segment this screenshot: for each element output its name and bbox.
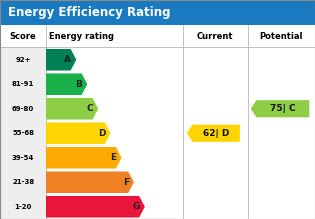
Text: Potential: Potential (259, 32, 303, 41)
Polygon shape (187, 125, 240, 142)
Text: 55-68: 55-68 (12, 130, 34, 136)
Text: Energy Efficiency Rating: Energy Efficiency Rating (8, 6, 170, 19)
Bar (248, 97, 315, 121)
Bar (0, 72, 46, 97)
Bar (248, 72, 315, 97)
Bar (248, 145, 315, 170)
Text: E: E (110, 153, 117, 162)
Text: Energy rating: Energy rating (49, 32, 114, 41)
Text: A: A (64, 55, 71, 64)
Text: Score: Score (10, 32, 37, 41)
Text: 1-20: 1-20 (14, 204, 32, 210)
Bar (0, 145, 46, 170)
Text: 62| D: 62| D (203, 129, 230, 138)
Text: D: D (98, 129, 106, 138)
Polygon shape (46, 122, 111, 144)
Text: 21-38: 21-38 (12, 179, 34, 185)
Polygon shape (46, 147, 122, 169)
Bar (0, 0, 315, 25)
Bar (0, 121, 46, 145)
Bar (248, 48, 315, 72)
Bar (0, 170, 46, 194)
Text: B: B (75, 80, 82, 89)
Bar (183, 194, 248, 219)
Bar (183, 72, 248, 97)
Bar (183, 97, 248, 121)
Text: 92+: 92+ (15, 57, 31, 63)
Text: C: C (87, 104, 93, 113)
Bar (248, 121, 315, 145)
Bar (0, 25, 315, 48)
Polygon shape (46, 73, 87, 95)
Bar (183, 145, 248, 170)
Text: 69-80: 69-80 (12, 106, 34, 112)
Text: 81-91: 81-91 (12, 81, 34, 87)
Text: F: F (123, 178, 129, 187)
Polygon shape (251, 100, 309, 117)
Polygon shape (46, 49, 76, 71)
Bar (183, 48, 248, 72)
Text: 39-54: 39-54 (12, 155, 34, 161)
Bar (248, 170, 315, 194)
Polygon shape (46, 98, 98, 120)
Bar (183, 121, 248, 145)
Bar (0, 194, 46, 219)
Bar (248, 194, 315, 219)
Polygon shape (46, 171, 134, 193)
Text: Current: Current (197, 32, 233, 41)
Bar (0, 97, 46, 121)
Text: G: G (132, 202, 140, 211)
Text: 75| C: 75| C (270, 104, 296, 113)
Bar (0, 48, 46, 72)
Bar (183, 170, 248, 194)
Polygon shape (46, 196, 145, 217)
Bar (0, 25, 315, 219)
